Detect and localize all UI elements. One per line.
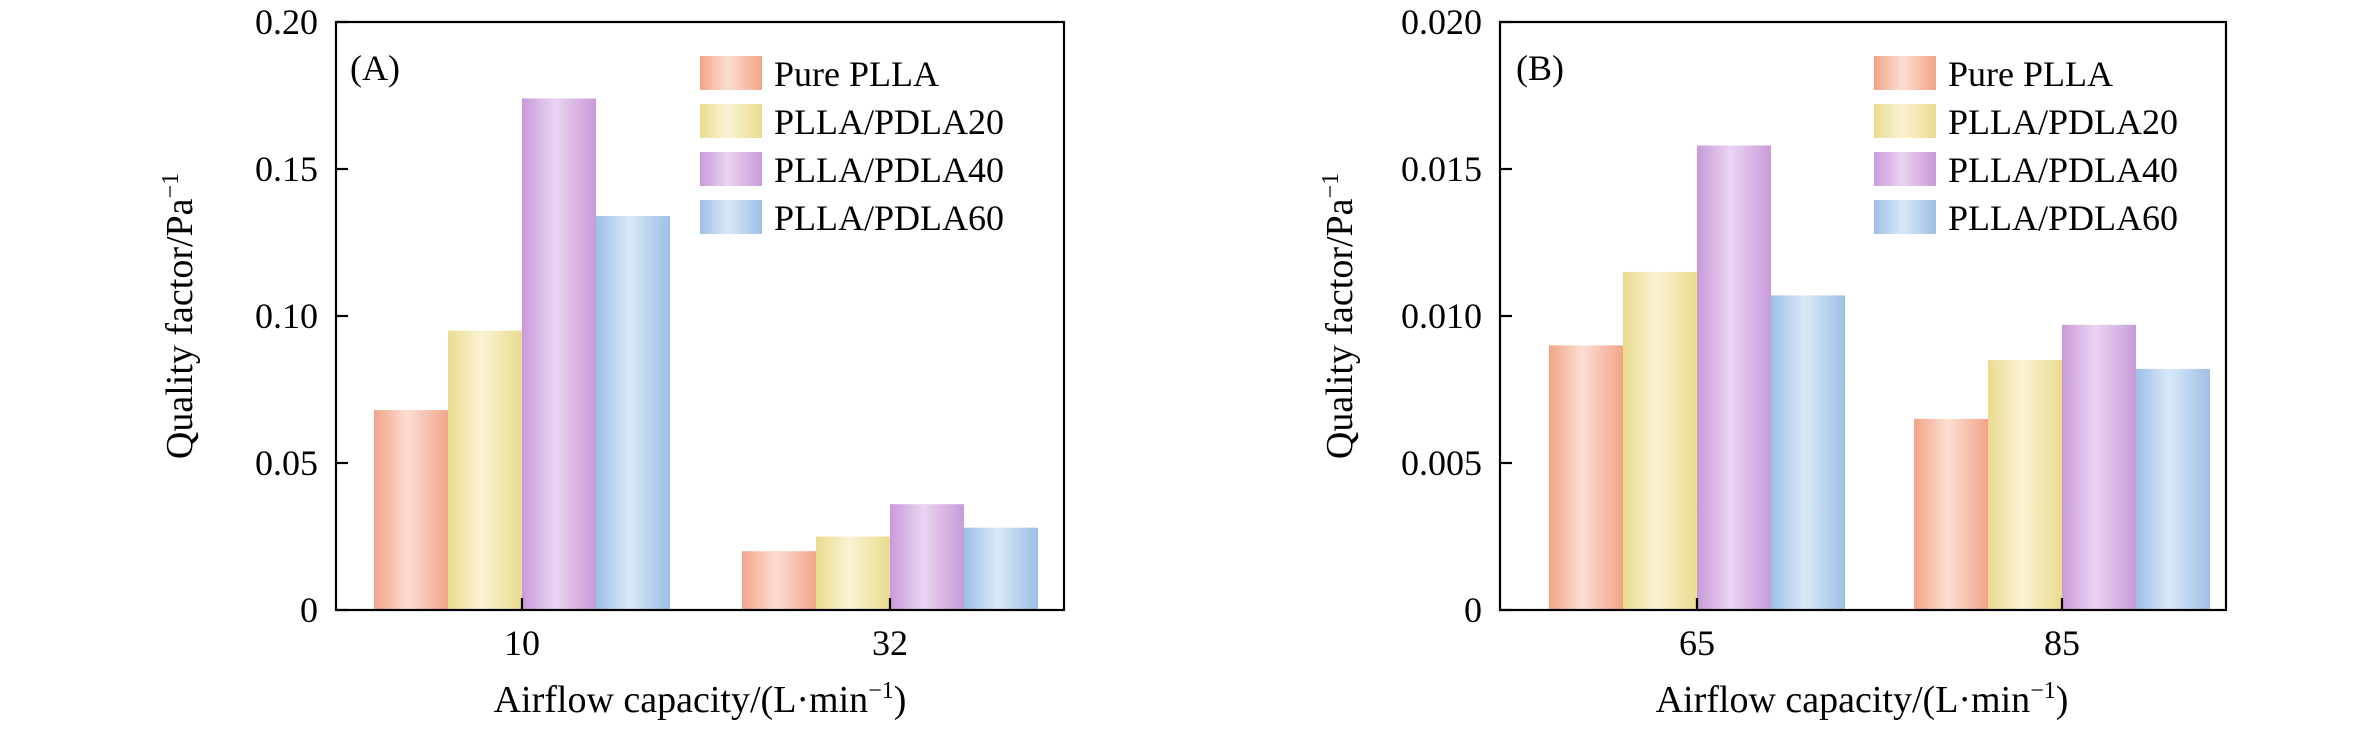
panel-b-chart: 0 0.005 0.010 0.015 0.020 65 85 (B) Pure PLLA PLL… — [1318, 2, 2228, 721]
panel-b-bar-85-2 — [1988, 360, 2062, 610]
panel-a-y-axis-title: Quality factor/Pa−1 — [158, 173, 201, 459]
panel-a-panel-label: (A) — [350, 48, 400, 88]
panel-a-legend-label: PLLA/PDLA60 — [774, 198, 1004, 238]
panel-b-bar-85-4 — [2136, 368, 2210, 610]
panel-b-bar-65-4 — [1771, 295, 1845, 610]
panel-b-bar-85-3 — [2062, 324, 2136, 610]
panel-a-bar-32-1 — [742, 551, 816, 610]
panel-a-legend-swatch — [700, 200, 762, 234]
panel-a-bar-10-2 — [448, 330, 522, 610]
panel-b-panel-label: (B) — [1516, 48, 1564, 88]
panel-b-legend-label: PLLA/PDLA20 — [1948, 102, 2178, 142]
panel-b-ytick-label: 0.015 — [1401, 149, 1482, 189]
panel-a-legend-label: PLLA/PDLA40 — [774, 150, 1004, 190]
panel-a-bar-32-4 — [964, 527, 1038, 610]
panel-a-bar-32-2 — [816, 536, 890, 610]
panel-b-category-label: 85 — [2044, 623, 2080, 663]
panel-b-ytick-label: 0.010 — [1401, 296, 1482, 336]
panel-a-bar-10-3 — [522, 98, 596, 610]
panel-b-legend-label: Pure PLLA — [1948, 54, 2113, 94]
panel-b-bar-65-3 — [1697, 145, 1771, 611]
panel-a-legend-swatch — [700, 56, 762, 90]
panel-a-bar-10-1 — [374, 410, 448, 610]
panel-a-ytick-label: 0.20 — [255, 2, 318, 42]
panel-b-legend-swatch — [1874, 152, 1936, 186]
panel-a-chart: 0 0.05 0.10 0.15 0.20 10 32 (A) Pure PLLA PLLA/PD… — [158, 2, 1066, 721]
panel-b-category-label: 65 — [1679, 623, 1715, 663]
panel-a-ytick-label: 0 — [300, 590, 318, 630]
panel-a-ytick-label: 0.15 — [255, 149, 318, 189]
panel-b-bar-85-1 — [1914, 418, 1988, 610]
panel-a-category-label: 32 — [872, 623, 908, 663]
panel-a-bar-10-4 — [596, 216, 670, 611]
panel-a-legend-label: Pure PLLA — [774, 54, 939, 94]
panel-b-ytick-label: 0 — [1464, 590, 1482, 630]
panel-a-bar-32-3 — [890, 504, 964, 610]
panel-a-ytick-label: 0.05 — [255, 443, 318, 483]
panel-b-legend-swatch — [1874, 56, 1936, 90]
panel-b-ytick-label: 0.005 — [1401, 443, 1482, 483]
panel-a-legend-swatch — [700, 104, 762, 138]
panel-b-legend-swatch — [1874, 104, 1936, 138]
panel-b-ytick-label: 0.020 — [1401, 2, 1482, 42]
panel-a-legend-label: PLLA/PDLA20 — [774, 102, 1004, 142]
panel-a-category-label: 10 — [504, 623, 540, 663]
panel-b-bar-65-1 — [1549, 345, 1623, 610]
panel-b-y-axis-title: Quality factor/Pa−1 — [1318, 173, 1361, 459]
panel-a-legend-swatch — [700, 152, 762, 186]
panel-a-x-axis-title: Airflow capacity/(L·min−1) — [494, 678, 907, 721]
panel-b-legend-label: PLLA/PDLA40 — [1948, 150, 2178, 190]
panel-b-bar-65-2 — [1623, 271, 1697, 610]
panel-a-ytick-label: 0.10 — [255, 296, 318, 336]
panel-b-legend-label: PLLA/PDLA60 — [1948, 198, 2178, 238]
panel-b-legend-swatch — [1874, 200, 1936, 234]
panel-b-x-axis-title: Airflow capacity/(L·min−1) — [1656, 678, 2069, 721]
